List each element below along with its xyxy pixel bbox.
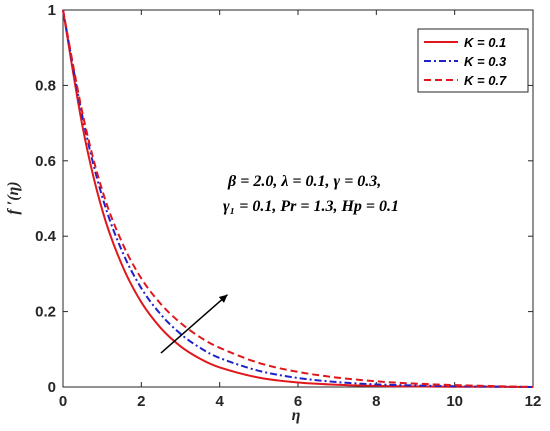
x-tick-label: 6	[294, 393, 302, 410]
series-layer	[62, 9, 534, 388]
series-line-1	[62, 9, 534, 388]
x-tick-label: 8	[372, 393, 380, 410]
y-tick-label: 0.4	[35, 228, 57, 245]
y-tick-label: 0.8	[35, 77, 56, 94]
legend-label-k-0-3: K = 0.3	[464, 54, 507, 69]
x-tick-label: 0	[59, 393, 67, 410]
y-tick-label: 1	[48, 2, 56, 19]
legend-box	[417, 28, 529, 93]
y-tick-label: 0.2	[35, 304, 56, 321]
y-tick-label: 0.6	[35, 153, 56, 170]
legend-label-k-0-7: K = 0.7	[464, 73, 507, 88]
annotation-line-2: γ₁ = 0.1, Pr = 1.3, Hp = 0.1	[223, 198, 399, 215]
arrow-layer	[160, 294, 228, 354]
y-axis-label: f ′(η)	[5, 181, 22, 214]
series-line-2	[62, 9, 534, 388]
x-tick-label: 2	[137, 393, 145, 410]
annotation-line-1: β = 2.0, λ = 0.1, γ = 0.3,	[227, 173, 381, 190]
x-tick-label: 4	[215, 393, 224, 410]
parameter-annotation: β = 2.0, λ = 0.1, γ = 0.3, γ₁ = 0.1, Pr …	[223, 173, 399, 215]
axis-ticks: 0 2 4 6 8 10 12 0 0.2 0.4 0.6 0.8 1	[35, 2, 541, 410]
x-tick-label: 10	[446, 393, 463, 410]
legend: K = 0.1 K = 0.3 K = 0.7	[417, 28, 529, 93]
trend-arrow-head	[218, 294, 228, 303]
x-axis-label: η	[292, 407, 301, 424]
legend-label-k-0-1: K = 0.1	[464, 35, 506, 50]
y-tick-label: 0	[48, 379, 56, 396]
trend-arrow-shaft	[160, 294, 228, 354]
x-tick-label: 12	[525, 393, 542, 410]
